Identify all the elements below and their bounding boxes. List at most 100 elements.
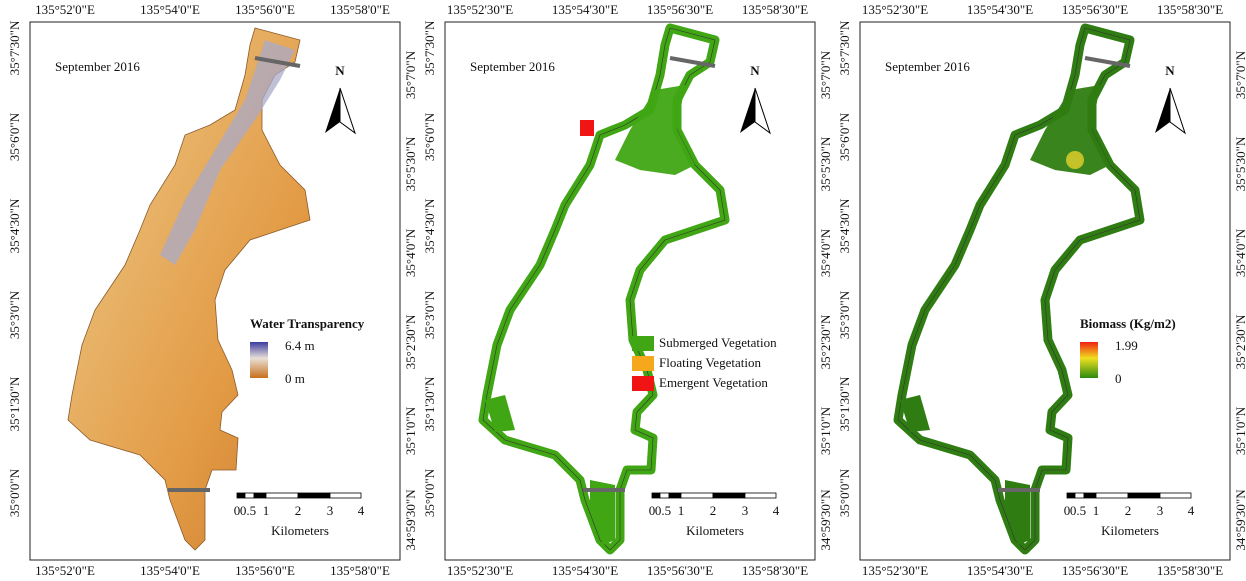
- right-coordinate: 35°5'30"N: [1233, 136, 1246, 191]
- scale-label: 2: [295, 503, 302, 518]
- left-coordinate: 35°6'0"N: [422, 112, 437, 161]
- scale-label: 4: [358, 503, 365, 518]
- right-coordinate: 35°4'0"N: [1233, 228, 1246, 277]
- lake: [893, 23, 1145, 555]
- scale-label: 0: [649, 503, 656, 518]
- lake: [478, 23, 730, 555]
- right-coordinate: 35°5'30"N: [403, 136, 418, 191]
- legend-swatch: [632, 336, 654, 351]
- scale-label: 0.5: [655, 503, 671, 518]
- right-coordinate: 35°1'0"N: [403, 406, 418, 455]
- scale-segment: [1159, 492, 1192, 499]
- top-coordinate: 135°58'30"E: [742, 2, 808, 17]
- bottom-coordinate: 135°54'30"E: [552, 563, 618, 578]
- legend-label: Emergent Vegetation: [659, 375, 768, 390]
- scale-segment: [253, 492, 267, 499]
- scale-segment: [712, 492, 746, 499]
- biomass-hotspot: [1066, 151, 1084, 169]
- right-coordinate: 34°59'30"N: [1233, 489, 1246, 551]
- vegetation-patch: [1005, 480, 1030, 545]
- left-coordinate: 35°7'30"N: [837, 20, 852, 75]
- left-coordinate: 35°7'30"N: [7, 20, 22, 75]
- scale-segment: [236, 492, 246, 499]
- right-coordinate: 35°2'30"N: [403, 314, 418, 369]
- top-coordinate: 135°54'30"E: [552, 2, 618, 17]
- dam-line: [254, 56, 301, 68]
- right-coordinate: 35°5'30"N: [818, 136, 833, 191]
- scale-segment: [659, 492, 670, 499]
- left-coordinate: 35°7'30"N: [422, 20, 437, 75]
- scale-label: 0.5: [240, 503, 256, 518]
- scale-label: 1: [678, 503, 685, 518]
- right-coordinate: 34°59'30"N: [403, 489, 418, 551]
- right-coordinate: 35°2'30"N: [818, 314, 833, 369]
- vegetation-patch: [485, 395, 515, 432]
- scale-unit: Kilometers: [271, 523, 329, 538]
- scale-label: 0.5: [1070, 503, 1086, 518]
- north-arrow: [754, 87, 771, 135]
- scale-segment: [1074, 492, 1085, 499]
- top-coordinate: 135°56'30"E: [647, 2, 713, 17]
- map-date: September 2016: [470, 59, 555, 74]
- scale-label: 1: [1093, 503, 1100, 518]
- top-coordinate: 135°58'0"E: [330, 2, 390, 17]
- dam-line: [1084, 56, 1131, 68]
- lake: [67, 27, 311, 551]
- bottom-coordinate: 135°56'0"E: [235, 563, 295, 578]
- north-label: N: [335, 63, 345, 78]
- scale-segment: [1083, 492, 1097, 499]
- left-coordinate: 35°4'30"N: [7, 198, 22, 253]
- scale-segment: [1127, 492, 1161, 499]
- bottom-coordinate: 135°54'0"E: [140, 563, 200, 578]
- north-arrow: [740, 88, 755, 133]
- left-coordinate: 35°4'30"N: [422, 198, 437, 253]
- left-coordinate: 35°1'30"N: [837, 376, 852, 431]
- right-coordinate: 34°59'30"N: [818, 489, 833, 551]
- left-coordinate: 35°6'0"N: [7, 112, 22, 161]
- scale-segment: [668, 492, 682, 499]
- north-arrow: [1169, 87, 1186, 135]
- right-coordinate: 35°7'0"N: [818, 50, 833, 99]
- legend-low: 0 m: [285, 371, 305, 386]
- left-coordinate: 35°3'0"N: [837, 290, 852, 339]
- legend-label: Floating Vegetation: [659, 355, 761, 370]
- north-arrow: [339, 87, 356, 135]
- scale-segment: [1066, 492, 1076, 499]
- right-coordinate: 35°2'30"N: [1233, 314, 1246, 369]
- scale-label: 0: [1064, 503, 1071, 518]
- bottom-coordinate: 135°52'0"E: [35, 563, 95, 578]
- left-coordinate: 35°3'0"N: [422, 290, 437, 339]
- bottom-coordinate: 135°56'30"E: [647, 563, 713, 578]
- scale-segment: [297, 492, 331, 499]
- legend-swatch: [632, 376, 654, 391]
- scale-segment: [265, 492, 299, 499]
- bottom-coordinate: 135°58'0"E: [330, 563, 390, 578]
- scale-label: 2: [1125, 503, 1132, 518]
- bottom-coordinate: 135°58'30"E: [1157, 563, 1223, 578]
- scale-label: 1: [263, 503, 270, 518]
- left-coordinate: 35°4'30"N: [837, 198, 852, 253]
- dam-line: [669, 56, 716, 68]
- top-coordinate: 135°52'30"E: [862, 2, 928, 17]
- top-coordinate: 135°58'30"E: [1157, 2, 1223, 17]
- top-coordinate: 135°54'0"E: [140, 2, 200, 17]
- legend-ramp: [1080, 342, 1098, 378]
- emergent-patch: [580, 120, 594, 136]
- bottom-coordinate: 135°52'30"E: [862, 563, 928, 578]
- bottom-coordinate: 135°54'30"E: [967, 563, 1033, 578]
- right-coordinate: 35°4'0"N: [403, 228, 418, 277]
- legend-swatch: [632, 356, 654, 371]
- right-coordinate: 35°4'0"N: [818, 228, 833, 277]
- top-coordinate: 135°56'30"E: [1062, 2, 1128, 17]
- legend-high: 1.99: [1115, 338, 1138, 353]
- map-date: September 2016: [55, 59, 140, 74]
- top-coordinate: 135°56'0"E: [235, 2, 295, 17]
- north-label: N: [1165, 63, 1175, 78]
- right-coordinate: 35°1'0"N: [1233, 406, 1246, 455]
- scale-label: 4: [773, 503, 780, 518]
- bottom-coordinate: 135°56'30"E: [1062, 563, 1128, 578]
- left-coordinate: 35°6'0"N: [837, 112, 852, 161]
